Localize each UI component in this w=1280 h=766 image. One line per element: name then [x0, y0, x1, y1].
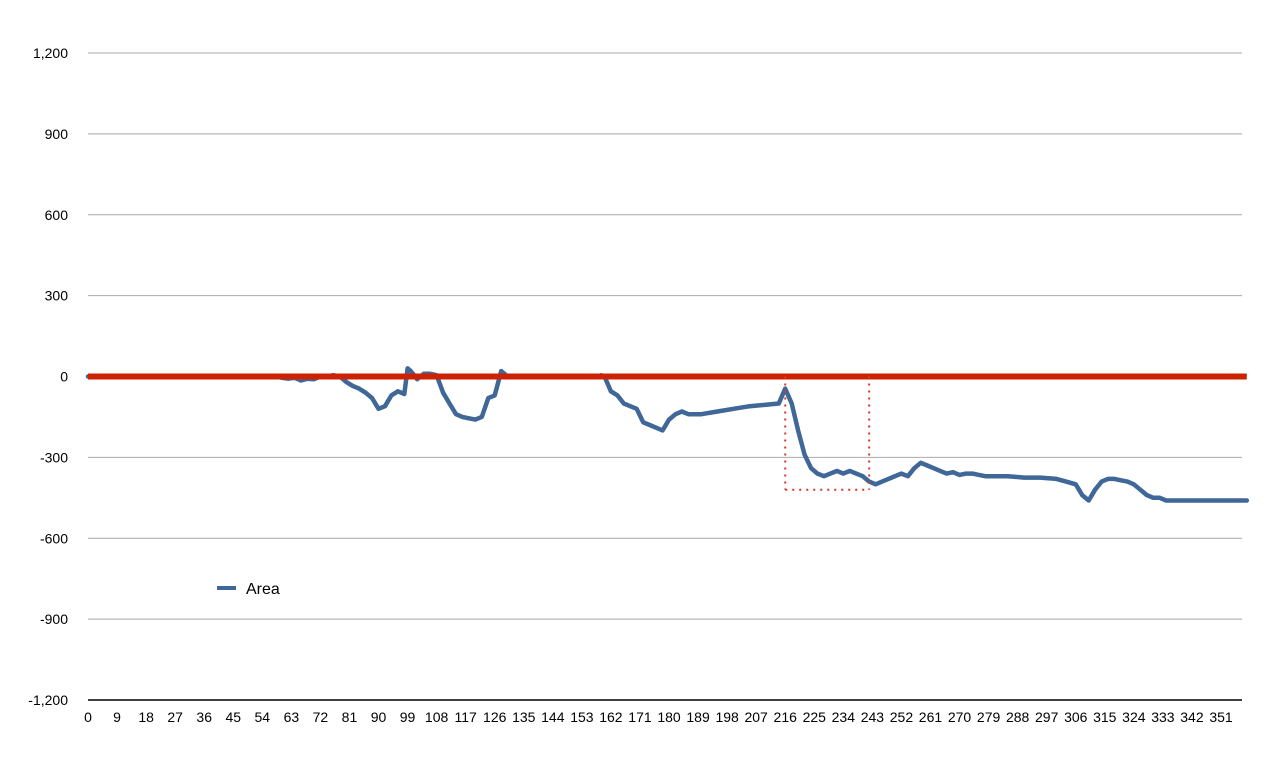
x-tick-label: 171 [628, 709, 652, 725]
y-tick-label: 300 [45, 288, 69, 304]
x-tick-label: 153 [570, 709, 594, 725]
x-tick-label: 45 [225, 709, 241, 725]
x-tick-label: 36 [196, 709, 212, 725]
legend-label-area: Area [246, 581, 280, 598]
y-tick-label: 600 [45, 207, 69, 223]
y-tick-label: 900 [45, 126, 69, 142]
x-tick-label: 81 [342, 709, 358, 725]
y-tick-label: 1,200 [33, 45, 68, 61]
x-tick-label: 108 [425, 709, 449, 725]
x-tick-label: 297 [1035, 709, 1059, 725]
x-tick-label: 189 [686, 709, 710, 725]
x-tick-label: 90 [371, 709, 387, 725]
series-line-area [85, 366, 1250, 503]
y-tick-label: -1,200 [28, 692, 68, 708]
x-tick-label: 333 [1151, 709, 1175, 725]
series [85, 366, 1250, 503]
x-tick-label: 216 [774, 709, 798, 725]
x-tick-label: 279 [977, 709, 1001, 725]
x-tick-label: 180 [657, 709, 681, 725]
x-tick-label: 72 [313, 709, 329, 725]
x-tick-label: 261 [919, 709, 943, 725]
x-tick-label: 243 [861, 709, 885, 725]
x-tick-label: 18 [138, 709, 154, 725]
x-tick-label: 324 [1122, 709, 1146, 725]
y-tick-label: -300 [40, 449, 68, 465]
legend: Area [217, 581, 280, 598]
x-tick-label: 270 [948, 709, 972, 725]
x-tick-label: 315 [1093, 709, 1117, 725]
x-tick-label: 162 [599, 709, 623, 725]
x-tick-label: 306 [1064, 709, 1088, 725]
x-tick-label: 9 [113, 709, 121, 725]
y-tick-label: -900 [40, 611, 68, 627]
x-tick-label: 288 [1006, 709, 1030, 725]
y-tick-label: 0 [60, 369, 68, 385]
grid-lines [88, 52, 1242, 620]
x-tick-label: 207 [744, 709, 768, 725]
x-tick-label: 117 [455, 709, 478, 725]
x-tick-label: 126 [483, 709, 507, 725]
x-tick-label: 234 [832, 709, 856, 725]
x-tick-label: 0 [84, 709, 92, 725]
x-tick-label: 63 [284, 709, 300, 725]
axes: 1,200 900 600 300 0 -300 -600 -900 -1,200 0 9 18 27 3… [28, 45, 1242, 725]
x-tick-label: 351 [1209, 709, 1233, 725]
x-tick-label: 27 [167, 709, 183, 725]
x-tick-label: 342 [1180, 709, 1204, 725]
x-tick-label: 198 [715, 709, 739, 725]
x-tick-label: 135 [512, 709, 536, 725]
annotations [784, 376, 871, 491]
x-tick-label: 99 [400, 709, 416, 725]
x-tick-label: 54 [255, 709, 271, 725]
y-tick-label: -600 [40, 530, 68, 546]
x-tick-label: 252 [890, 709, 914, 725]
x-tick-label: 144 [541, 709, 565, 725]
x-tick-label: 225 [803, 709, 827, 725]
